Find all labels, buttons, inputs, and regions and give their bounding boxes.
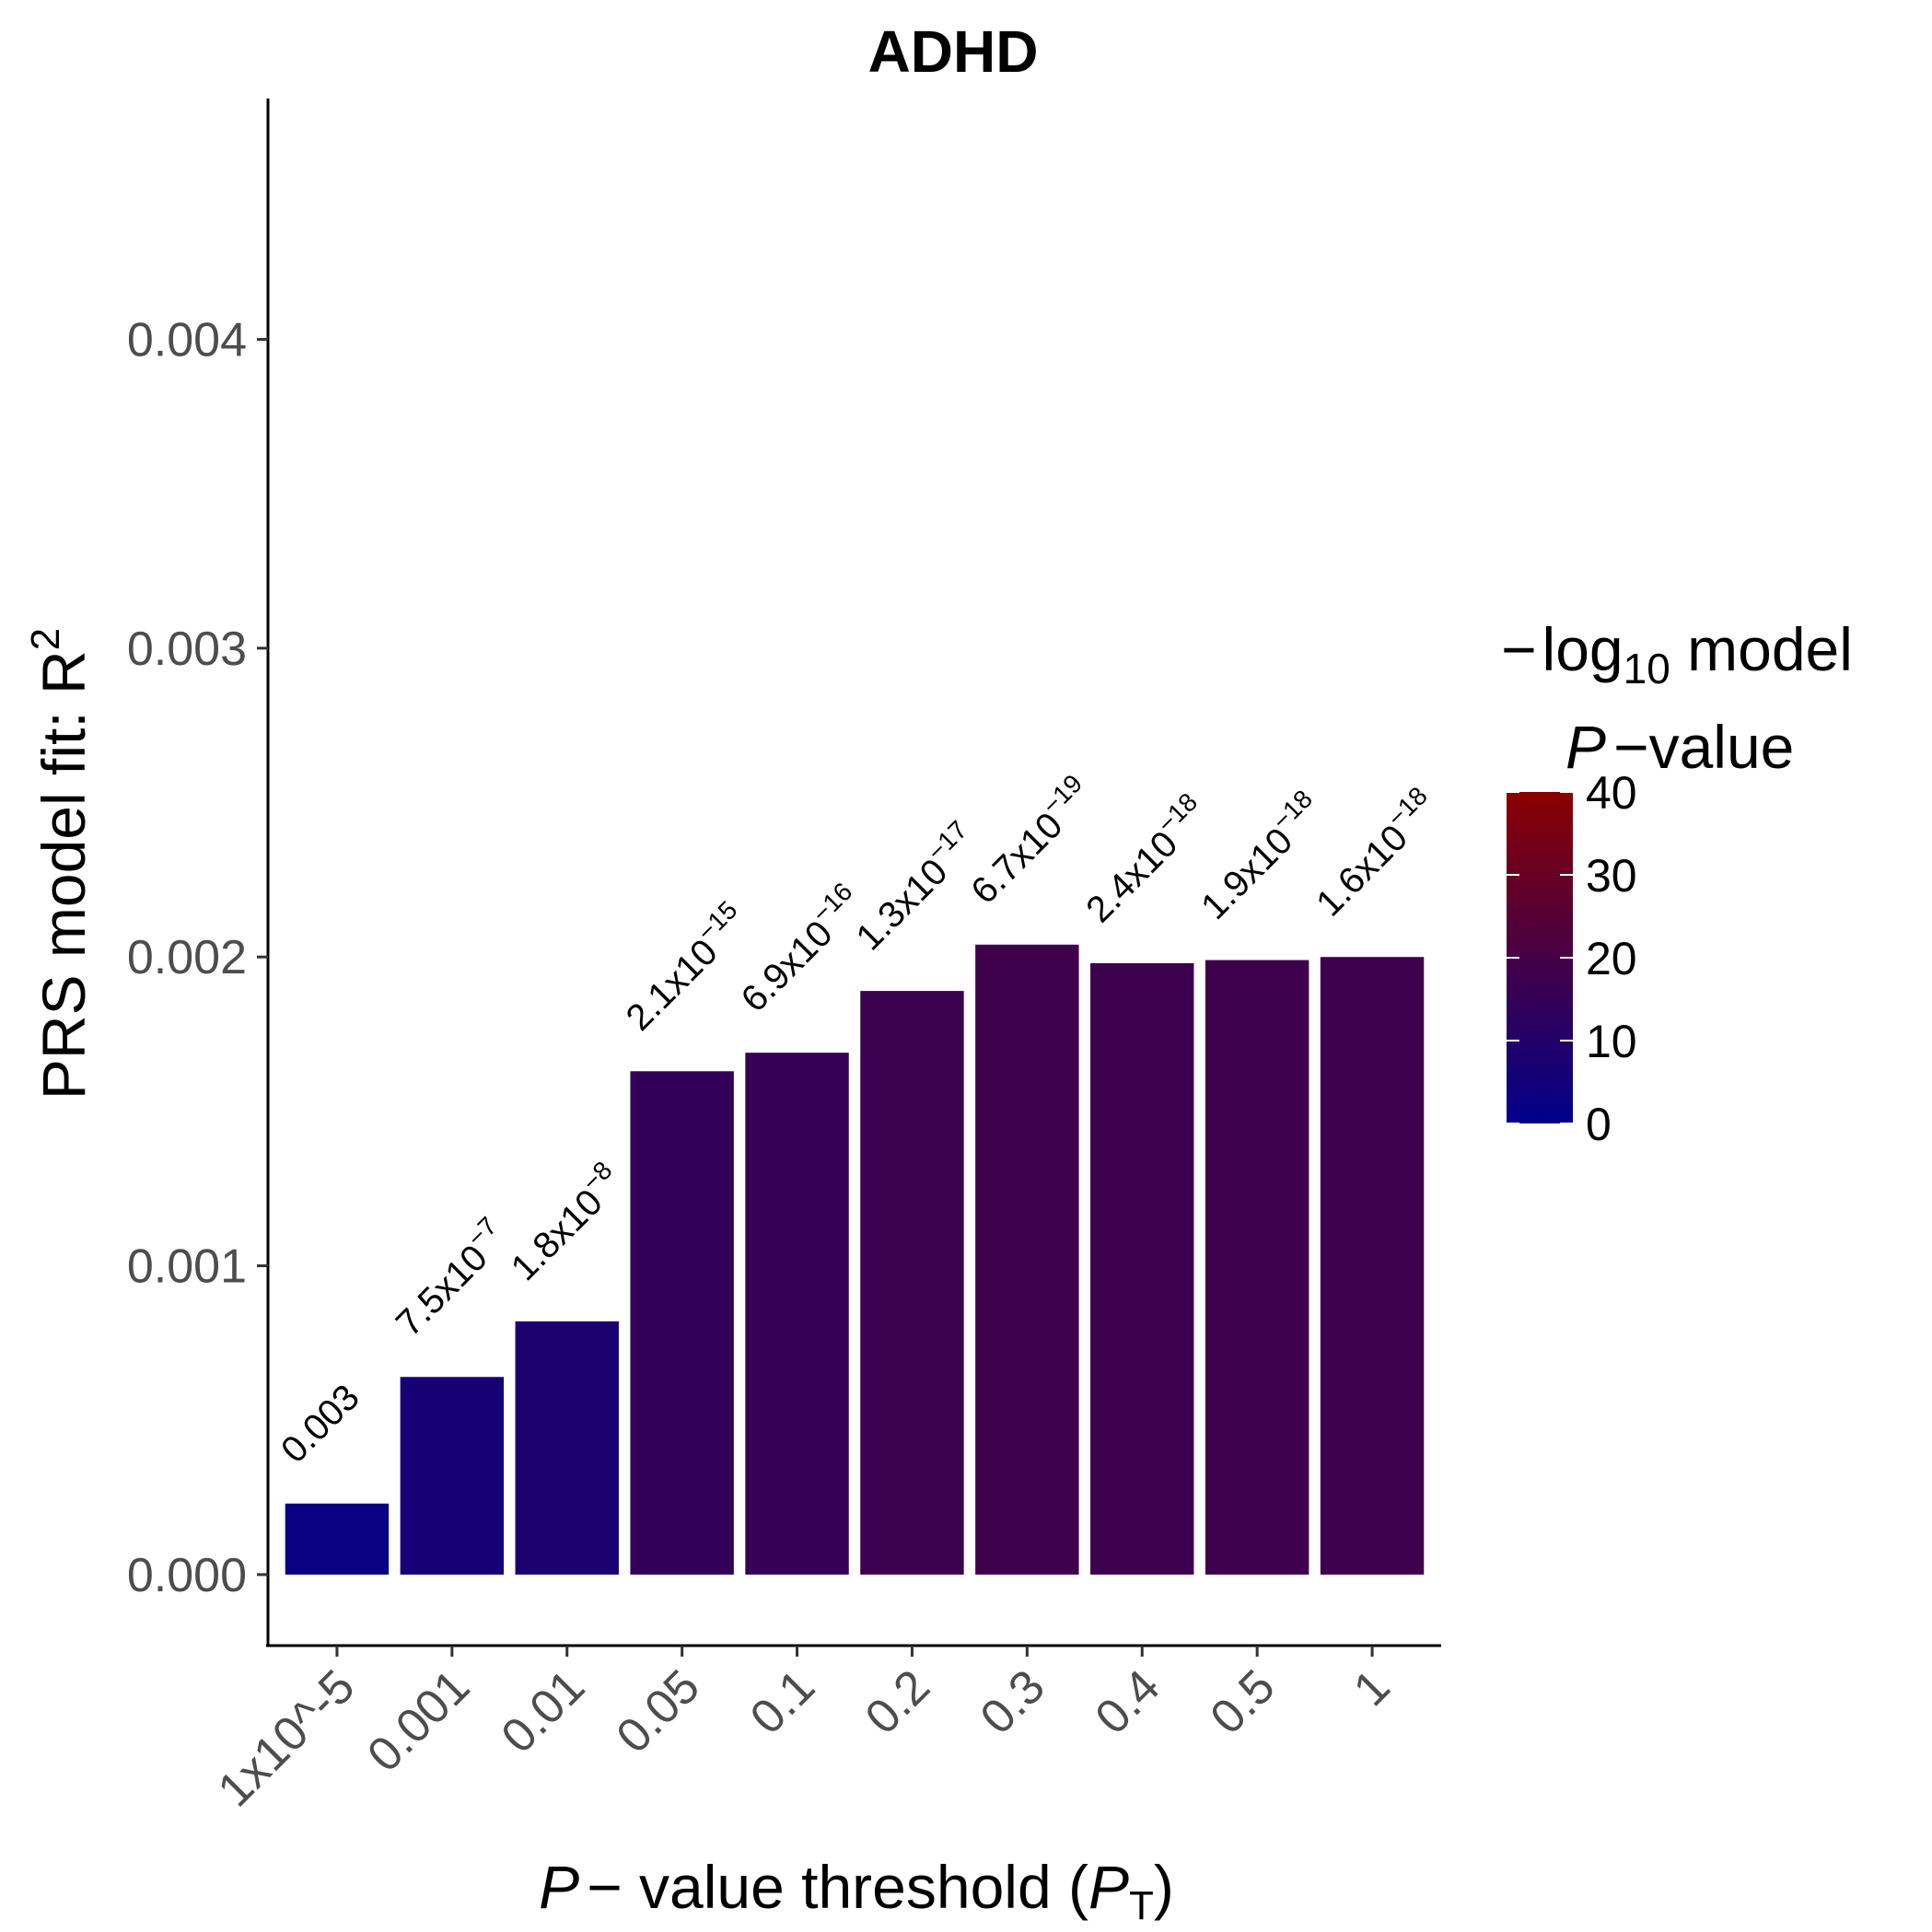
x-ticks-group: 1x10^-50.001 0.01 0.05 0.1 0.2 0.3 0.4 0.5 1	[208, 1646, 1401, 1817]
bar-label-6: 6.7x10−19	[959, 769, 1101, 912]
bar-5	[860, 991, 964, 1575]
y-ticks-group: 0.000 0.001 0.002 0.003 0.004	[127, 314, 268, 1602]
x-tick-label-2: 0.01	[492, 1659, 596, 1763]
x-tick-label-3: 0.05	[607, 1659, 711, 1763]
legend-tick-label-0: 0	[1586, 1099, 1612, 1150]
chart-title: ADHD	[868, 18, 1039, 85]
x-tick-label-9: 1	[1344, 1659, 1400, 1716]
bar-3	[630, 1071, 734, 1575]
bar-label-7: 2.4x10−18	[1074, 787, 1216, 930]
bar-0	[285, 1503, 390, 1575]
y-axis-title: PRS model fit: R2	[23, 628, 98, 1100]
bar-2	[515, 1321, 619, 1575]
bar-6	[975, 944, 1079, 1575]
legend-tick-label-4: 40	[1586, 767, 1637, 819]
bar-label-0: 0.003	[274, 1377, 367, 1471]
y-tick-label-4: 0.004	[127, 314, 247, 367]
bar-8	[1205, 960, 1309, 1575]
x-tick-label-5: 0.2	[855, 1659, 940, 1744]
bar-label-5: 1.3x10−17	[844, 815, 986, 958]
bar-label-9: 1.6x10−18	[1303, 781, 1446, 924]
y-tick-label-1: 0.001	[127, 1240, 247, 1294]
bar-label-1: 7.5x10−7	[383, 1211, 516, 1344]
legend: −log10 model P −value 0 10 20 30 40	[1501, 615, 1853, 1150]
bar-label-3: 2.1x10−15	[613, 895, 756, 1038]
x-axis-title: P − value threshold (PT)	[539, 1853, 1174, 1928]
bar-9	[1320, 957, 1425, 1575]
legend-tick-label-1: 10	[1586, 1016, 1637, 1067]
x-tick-label-8: 0.5	[1201, 1659, 1286, 1744]
bar-1	[400, 1377, 505, 1575]
legend-title-line2: P −value	[1565, 713, 1794, 781]
y-tick-label-3: 0.003	[127, 623, 247, 676]
x-tick-label-1: 0.001	[357, 1659, 480, 1782]
legend-tick-label-2: 20	[1586, 933, 1637, 984]
bar-label-2: 1.8x10−8	[498, 1156, 631, 1288]
legend-title-line1: −log10 model	[1501, 615, 1853, 692]
legend-tick-label-3: 30	[1586, 850, 1637, 902]
bar-label-4: 6.9x10−16	[728, 877, 871, 1019]
x-tick-label-0: 1x10^-5	[208, 1659, 366, 1817]
x-tick-label-4: 0.1	[740, 1659, 825, 1744]
legend-ticks-group: 0 10 20 30 40	[1507, 767, 1637, 1150]
bar-4	[745, 1053, 849, 1575]
bars-group	[285, 944, 1425, 1575]
bar-7	[1090, 962, 1194, 1575]
bar-label-8: 1.9x10−18	[1189, 785, 1332, 927]
y-tick-label-2: 0.002	[127, 931, 247, 984]
x-tick-label-7: 0.4	[1086, 1659, 1170, 1744]
x-tick-label-6: 0.3	[971, 1659, 1055, 1744]
y-tick-label-0: 0.000	[127, 1549, 247, 1602]
